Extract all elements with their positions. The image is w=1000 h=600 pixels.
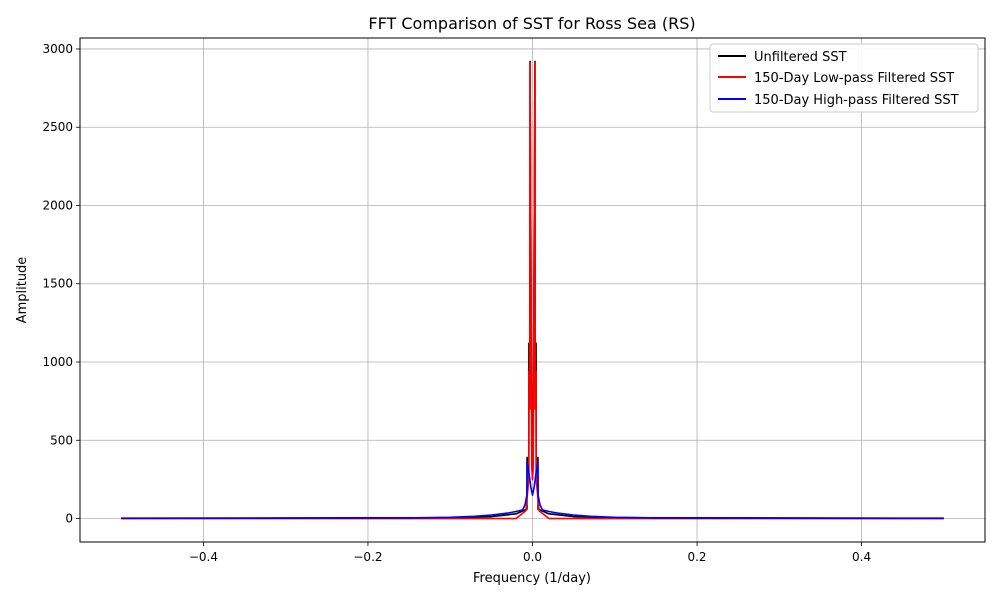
legend-box [709,43,979,113]
y-tick-label: 1000 [42,355,73,369]
legend-label-lowpass: 150-Day Low-pass Filtered SST [754,71,954,86]
y-axis-ticks: 0 500 1000 1500 2000 2500 3000 [42,42,80,526]
x-axis-label: Frequency (1/day) [473,571,591,586]
chart-title: FFT Comparison of SST for Ross Sea (RS) [368,14,695,33]
y-tick-label: 0 [65,512,73,526]
legend-label-unfiltered: Unfiltered SST [754,50,847,65]
x-tick-label: 0.2 [687,550,706,564]
series-lowpass-line [121,62,944,520]
legend: Unfiltered SST 150-Day Low-pass Filtered… [709,43,979,113]
y-axis-label: Amplitude [15,257,30,324]
x-tick-label: −0.4 [189,550,218,564]
x-tick-label: 0.0 [523,550,542,564]
x-axis-ticks: −0.4 −0.2 0.0 0.2 0.4 [189,542,871,564]
legend-label-highpass: 150-Day High-pass Filtered SST [754,93,959,108]
x-tick-label: 0.4 [852,550,871,564]
y-tick-label: 3000 [42,42,73,56]
y-tick-label: 2000 [42,198,73,212]
y-tick-label: 500 [50,433,73,447]
x-tick-label: −0.2 [353,550,382,564]
grid-lines [80,38,985,542]
y-tick-label: 1500 [42,277,73,291]
series-lines [121,60,944,520]
y-tick-label: 2500 [42,120,73,134]
series-highpass-line [121,461,944,520]
